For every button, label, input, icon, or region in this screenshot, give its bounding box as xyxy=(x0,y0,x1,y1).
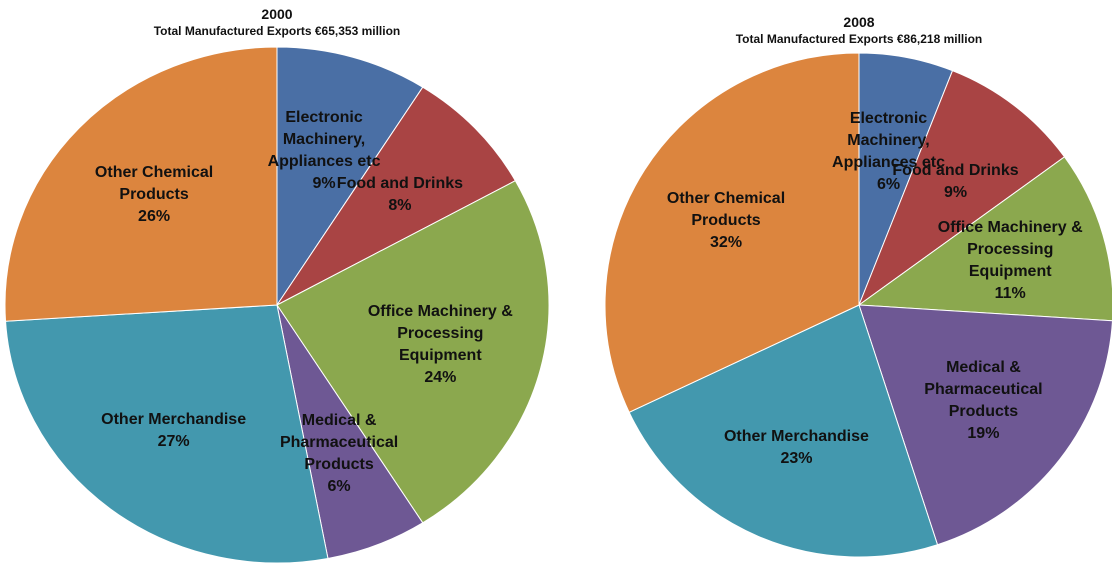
category-label: Food and Drinks xyxy=(336,175,464,193)
value-label: 19% xyxy=(967,424,1000,442)
slice-label: Electronic Machinery, Appliances etc 9% xyxy=(244,107,404,195)
value-label: 11% xyxy=(994,285,1026,303)
slice-label: Office Machinery & Processing Equipment 1… xyxy=(930,217,1090,305)
category-label: Electronic Machinery, Appliances etc xyxy=(267,109,381,171)
pie-slice xyxy=(628,304,939,558)
value-label: 6% xyxy=(327,477,351,495)
chart-title: 2000 xyxy=(261,6,293,22)
slice-label: Food and Drinks 8% xyxy=(320,173,480,217)
value-label: 8% xyxy=(388,197,412,215)
slice-label: Other Merchandise 27% xyxy=(94,409,254,453)
category-label: Office Machinery & Processing Equipment xyxy=(367,302,513,364)
pie-slice xyxy=(4,46,278,322)
value-label: 9% xyxy=(312,175,336,193)
pie-slice xyxy=(276,46,424,307)
chart-subtitle: Total Manufactured Exports €65,353 milli… xyxy=(153,24,401,38)
value-label: 23% xyxy=(780,450,813,468)
value-label: 32% xyxy=(710,234,743,252)
pie-slice xyxy=(857,156,1112,322)
slice-label: Electronic Machinery, Appliances etc 6% xyxy=(809,108,969,196)
slice-label: Office Machinery & Processing Equipment 2… xyxy=(360,301,520,389)
slice-label: Medical & Pharmaceutical Products 6% xyxy=(259,410,419,498)
value-label: 9% xyxy=(943,183,968,201)
pie-slice xyxy=(276,86,517,306)
chart-subtitle: Total Manufactured Exports €86,218 milli… xyxy=(735,32,983,46)
category-label: Electronic Machinery, Appliances etc xyxy=(832,109,945,171)
slice-label: Medical & Pharmaceutical Products 19% xyxy=(903,357,1063,445)
slice-label: Other Chemical Products 26% xyxy=(74,162,234,228)
category-label: Other Merchandise xyxy=(101,411,247,429)
chart-title: 2008 xyxy=(843,14,875,30)
value-label: 27% xyxy=(157,433,190,451)
pie-slice xyxy=(858,304,1112,546)
value-label: 26% xyxy=(138,208,171,226)
slice-label: Food and Drinks 9% xyxy=(876,160,1036,204)
category-label: Food and Drinks xyxy=(892,161,1019,179)
slice-label: Other Chemical Products 32% xyxy=(646,188,806,254)
pie-slice xyxy=(604,52,860,413)
pie-slice xyxy=(857,70,1066,307)
category-label: Office Machinery & Processing Equipment xyxy=(937,219,1083,281)
value-label: 24% xyxy=(424,368,457,386)
category-label: Medical & Pharmaceutical Products xyxy=(279,411,399,473)
pie-slice xyxy=(276,180,550,524)
category-label: Other Merchandise xyxy=(723,428,869,446)
category-label: Other Chemical Products xyxy=(94,164,214,204)
category-label: Medical & Pharmaceutical Products xyxy=(924,358,1043,420)
slice-label: Other Merchandise 23% xyxy=(716,426,876,470)
category-label: Other Chemical Products xyxy=(666,190,786,230)
value-label: 6% xyxy=(876,175,901,193)
